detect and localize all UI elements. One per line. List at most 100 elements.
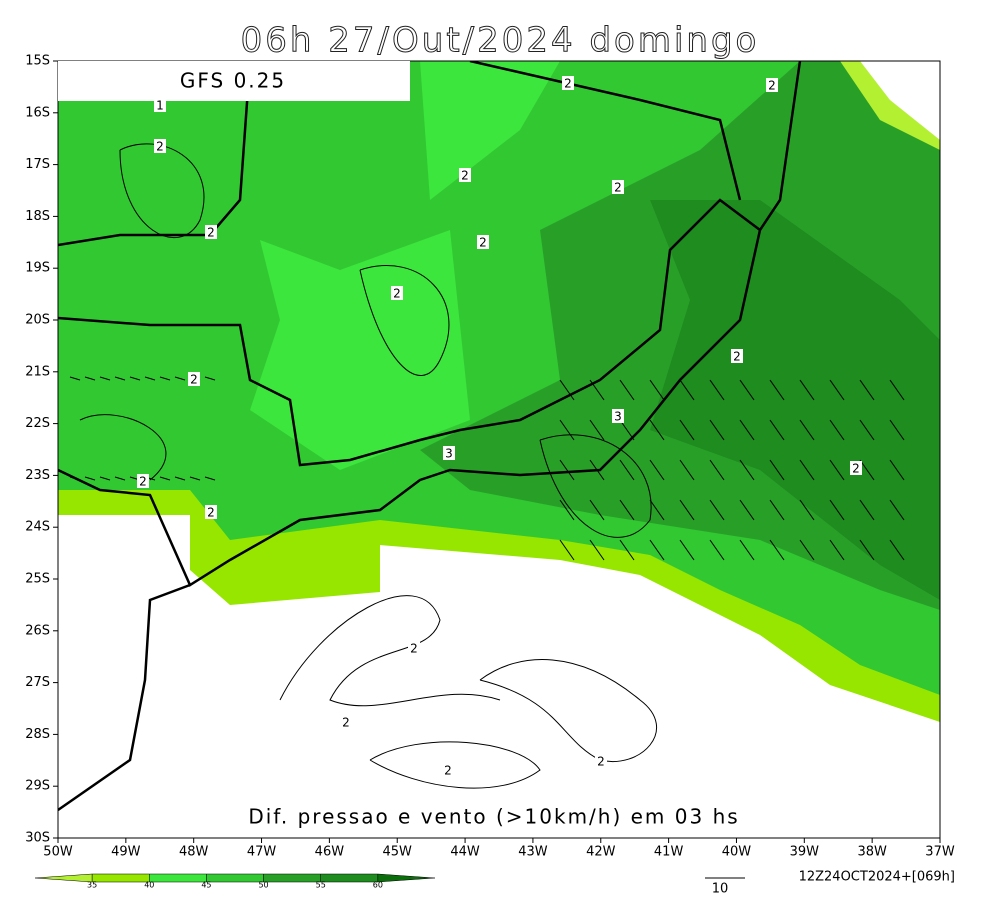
contour-label-bg (154, 98, 166, 112)
wind-arrow (619, 419, 635, 441)
vector-scale: 10 (712, 882, 729, 897)
wind-arrow (84, 476, 96, 481)
lon-label: 49W (111, 845, 141, 860)
wind-arrow (619, 459, 635, 481)
lon-label: 37W (925, 845, 955, 860)
wind-arrow (589, 499, 605, 521)
wind-arrow (799, 499, 815, 521)
lon-label: 45W (383, 845, 413, 860)
wind-arrow (679, 499, 695, 521)
lat-label: 17S (25, 157, 50, 172)
contour-label-bg (612, 180, 624, 194)
contour-label-bg (391, 286, 403, 300)
contour-label: 2 (461, 169, 469, 183)
border-line (469, 61, 742, 201)
contour-label: 2 (393, 287, 401, 301)
wind-arrow (559, 459, 575, 481)
colorbar-label: 50 (258, 881, 268, 890)
lat-label: 15S (25, 54, 50, 69)
field-light (420, 61, 560, 200)
wind-arrow (889, 499, 905, 521)
colorbar-swatch (91, 873, 150, 883)
wind-arrow (649, 499, 665, 521)
lon-label: 50W (43, 845, 73, 860)
plot-frame (57, 60, 941, 839)
contour-label: 2 (597, 755, 605, 769)
contour-line (479, 659, 658, 762)
wind-arrow (829, 499, 845, 521)
contour-label-bg (205, 225, 217, 239)
contour-label-bg (442, 763, 454, 777)
contour-label: 3 (445, 447, 453, 461)
coast-line (58, 61, 802, 587)
caption: Dif. pressao e vento (>10km/h) em 03 hs (248, 805, 739, 829)
lat-label: 16S (25, 105, 50, 120)
contour-label: 2 (207, 506, 215, 520)
contour-label-bg (612, 409, 624, 423)
field (58, 61, 940, 838)
lat-label: 21S (25, 364, 50, 379)
colorbar: 35 40 45 50 55 60 (34, 873, 436, 890)
contour-label-bg (562, 76, 574, 90)
field-white (58, 515, 940, 838)
wind-arrow (739, 379, 755, 401)
wind-arrow (829, 379, 845, 401)
model-box (58, 61, 410, 101)
wind-arrow (769, 379, 785, 401)
colorbar-label: 35 (87, 881, 97, 890)
wind-arrow (559, 539, 575, 561)
wind-arrow (799, 459, 815, 481)
wind-arrow (589, 379, 605, 401)
contour-label-bg (188, 372, 200, 386)
contour-label-bg (205, 505, 217, 519)
wind-arrow (859, 419, 875, 441)
wind-arrow (709, 459, 725, 481)
contour-label-bg (850, 461, 862, 475)
coast-line (58, 583, 191, 812)
colorbar-label: 60 (373, 881, 383, 890)
wind-arrow (799, 539, 815, 561)
wind-arrow (99, 476, 111, 481)
lat-label: 25S (25, 572, 50, 587)
wind-arrow (144, 376, 156, 381)
wind-arrow (69, 376, 81, 381)
contour-label-bg (731, 349, 743, 363)
contour-label-bg (408, 641, 420, 655)
wind-arrow (174, 476, 186, 481)
wind-arrow (619, 539, 635, 561)
run-label: 12Z24OCT2024+[069h] (799, 870, 955, 885)
lon-label: 43W (518, 845, 548, 860)
wind-arrow (589, 419, 605, 441)
lon-label: 41W (654, 845, 684, 860)
wind-arrow (739, 499, 755, 521)
contour-label: 2 (479, 236, 487, 250)
wind-arrow (799, 379, 815, 401)
wind-arrow (679, 419, 695, 441)
wind-arrow (649, 539, 665, 561)
wind-arrow (769, 459, 785, 481)
contour-label: 2 (444, 764, 452, 778)
wind-arrow (619, 499, 635, 521)
title: 06h 27/Out/2024 domingo (241, 21, 760, 61)
lat-label: 26S (25, 623, 50, 638)
lon-label: 48W (179, 845, 209, 860)
colorbar-label: 55 (316, 881, 326, 890)
contour-label: 2 (156, 140, 164, 154)
lon-label: 39W (790, 845, 820, 860)
wind-arrow (619, 379, 635, 401)
wind-arrow (174, 376, 186, 381)
wind-arrow (889, 379, 905, 401)
wind-arrow (159, 476, 171, 481)
lat-label: 18S (25, 209, 50, 224)
lat-label: 19S (25, 261, 50, 276)
wind-arrow (114, 476, 126, 481)
wind-arrow (649, 459, 665, 481)
colorbar-swatch (377, 873, 436, 883)
lon-label: 44W (450, 845, 480, 860)
wind-vectors (69, 376, 905, 561)
colorbar-swatch (206, 873, 264, 883)
contour-label: 2 (342, 716, 350, 730)
contour-label-bg (340, 715, 352, 729)
contour-label: 2 (207, 226, 215, 240)
contour-label-bg (154, 139, 166, 153)
